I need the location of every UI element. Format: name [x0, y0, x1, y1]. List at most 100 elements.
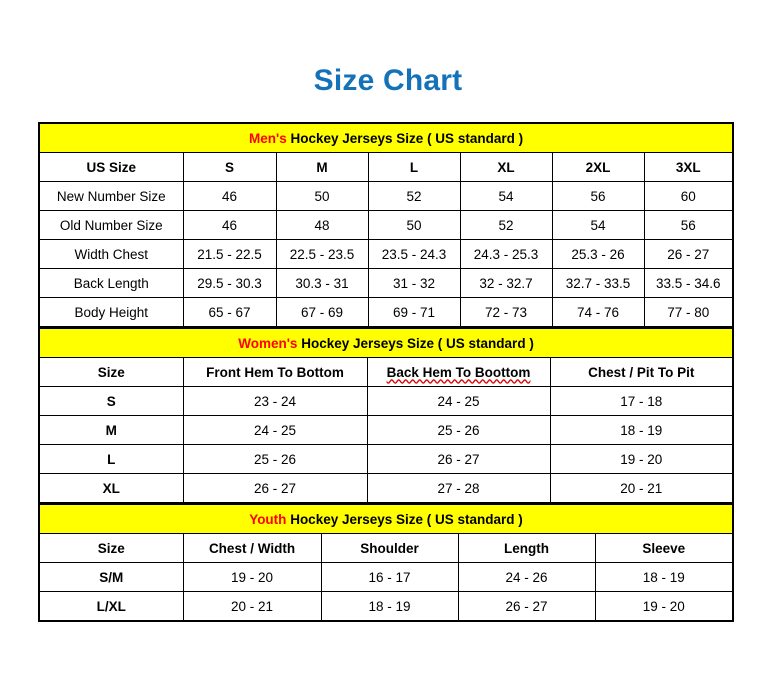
section-header-row: Youth Hockey Jerseys Size ( US standard … [38, 503, 734, 534]
womens-cell-0-0: 23 - 24 [182, 386, 368, 416]
youth-cell-1-1: 18 - 19 [320, 591, 459, 622]
mens-cell-0-1: 50 [275, 181, 369, 211]
mens-cell-2-2: 23.5 - 24.3 [367, 239, 461, 269]
womens-col-header-2: Back Hem To Boottom [366, 357, 551, 387]
mens-cell-3-4: 32.7 - 33.5 [551, 268, 645, 298]
womens-section-header: Women's Hockey Jerseys Size ( US standar… [38, 327, 734, 358]
table-row: L/XL 20 - 21 18 - 19 26 - 27 19 - 20 [38, 591, 734, 622]
mens-col-header-0: US Size [38, 152, 184, 182]
youth-header-rest: Hockey Jerseys Size ( US standard ) [286, 511, 523, 527]
youth-row-label-0: S/M [38, 562, 184, 592]
womens-cell-1-0: 24 - 25 [182, 415, 368, 445]
mens-cell-2-1: 22.5 - 23.5 [275, 239, 369, 269]
mens-cell-3-0: 29.5 - 30.3 [182, 268, 277, 298]
youth-col-header-1: Chest / Width [182, 533, 322, 563]
youth-col-header-4: Sleeve [594, 533, 734, 563]
mens-cell-4-1: 67 - 69 [275, 297, 369, 327]
table-row: M 24 - 25 25 - 26 18 - 19 [38, 415, 734, 445]
mens-cell-0-2: 52 [367, 181, 461, 211]
mens-size-table: Men's Hockey Jerseys Size ( US standard … [38, 122, 735, 327]
youth-cell-1-0: 20 - 21 [182, 591, 322, 622]
mens-cell-4-5: 77 - 80 [643, 297, 734, 327]
womens-cell-2-0: 25 - 26 [182, 444, 368, 474]
youth-section-header: Youth Hockey Jerseys Size ( US standard … [38, 503, 734, 534]
youth-cell-0-0: 19 - 20 [182, 562, 322, 592]
table-row: S 23 - 24 24 - 25 17 - 18 [38, 386, 734, 416]
youth-cell-0-3: 18 - 19 [594, 562, 734, 592]
mens-cell-4-0: 65 - 67 [182, 297, 277, 327]
mens-cell-1-1: 48 [275, 210, 369, 240]
womens-size-table: Women's Hockey Jerseys Size ( US standar… [38, 327, 735, 503]
womens-cell-2-1: 26 - 27 [366, 444, 551, 474]
youth-header-accent: Youth [249, 511, 287, 527]
table-header-row: Size Front Hem To Bottom Back Hem To Boo… [38, 357, 734, 387]
mens-cell-2-3: 24.3 - 25.3 [459, 239, 553, 269]
table-row: Back Length 29.5 - 30.3 30.3 - 31 31 - 3… [38, 268, 734, 298]
youth-row-label-1: L/XL [38, 591, 184, 622]
youth-col-header-0: Size [38, 533, 184, 563]
womens-cell-3-2: 20 - 21 [549, 473, 734, 503]
womens-col-header-2-text: Back Hem To Boottom [386, 364, 531, 380]
mens-col-header-3: L [367, 152, 461, 182]
mens-cell-1-0: 46 [182, 210, 277, 240]
table-row: XL 26 - 27 27 - 28 20 - 21 [38, 473, 734, 503]
womens-cell-2-2: 19 - 20 [549, 444, 734, 474]
section-header-row: Women's Hockey Jerseys Size ( US standar… [38, 327, 734, 358]
mens-col-header-2: M [275, 152, 369, 182]
mens-row-label-2: Width Chest [38, 239, 184, 269]
mens-cell-0-0: 46 [182, 181, 277, 211]
womens-cell-1-1: 25 - 26 [366, 415, 551, 445]
womens-col-header-1: Front Hem To Bottom [182, 357, 368, 387]
youth-cell-0-1: 16 - 17 [320, 562, 459, 592]
size-tables-container: Men's Hockey Jerseys Size ( US standard … [38, 122, 735, 622]
womens-header-accent: Women's [238, 335, 298, 351]
mens-header-rest: Hockey Jerseys Size ( US standard ) [286, 130, 524, 146]
youth-cell-1-3: 19 - 20 [594, 591, 734, 622]
mens-cell-4-3: 72 - 73 [459, 297, 553, 327]
mens-cell-0-3: 54 [459, 181, 553, 211]
table-row: New Number Size 46 50 52 54 56 60 [38, 181, 734, 211]
table-header-row: US Size S M L XL 2XL 3XL [38, 152, 734, 182]
table-row: Width Chest 21.5 - 22.5 22.5 - 23.5 23.5… [38, 239, 734, 269]
mens-cell-3-5: 33.5 - 34.6 [643, 268, 734, 298]
mens-cell-2-4: 25.3 - 26 [551, 239, 645, 269]
womens-col-header-3: Chest / Pit To Pit [549, 357, 734, 387]
mens-header-accent: Men's [249, 130, 287, 146]
womens-row-label-1: M [38, 415, 184, 445]
youth-cell-1-2: 26 - 27 [457, 591, 596, 622]
mens-cell-2-0: 21.5 - 22.5 [182, 239, 277, 269]
mens-cell-2-5: 26 - 27 [643, 239, 734, 269]
mens-cell-0-4: 56 [551, 181, 645, 211]
mens-row-label-1: Old Number Size [38, 210, 184, 240]
youth-size-table: Youth Hockey Jerseys Size ( US standard … [38, 503, 734, 622]
mens-row-label-0: New Number Size [38, 181, 184, 211]
mens-section-header: Men's Hockey Jerseys Size ( US standard … [38, 122, 734, 153]
mens-cell-3-3: 32 - 32.7 [459, 268, 553, 298]
womens-header-rest: Hockey Jerseys Size ( US standard ) [297, 335, 534, 351]
mens-cell-1-3: 52 [459, 210, 553, 240]
mens-cell-1-4: 54 [551, 210, 645, 240]
womens-row-label-0: S [38, 386, 184, 416]
womens-cell-0-2: 17 - 18 [549, 386, 734, 416]
mens-cell-1-5: 56 [643, 210, 734, 240]
mens-cell-1-2: 50 [367, 210, 461, 240]
mens-cell-3-1: 30.3 - 31 [275, 268, 369, 298]
mens-cell-3-2: 31 - 32 [367, 268, 461, 298]
mens-row-label-3: Back Length [38, 268, 184, 298]
mens-col-header-5: 2XL [551, 152, 645, 182]
mens-row-label-4: Body Height [38, 297, 184, 327]
table-row: Old Number Size 46 48 50 52 54 56 [38, 210, 734, 240]
youth-cell-0-2: 24 - 26 [457, 562, 596, 592]
table-row: S/M 19 - 20 16 - 17 24 - 26 18 - 19 [38, 562, 734, 592]
table-row: L 25 - 26 26 - 27 19 - 20 [38, 444, 734, 474]
mens-col-header-1: S [182, 152, 277, 182]
womens-cell-3-0: 26 - 27 [182, 473, 368, 503]
table-header-row: Size Chest / Width Shoulder Length Sleev… [38, 533, 734, 563]
womens-row-label-3: XL [38, 473, 184, 503]
table-row: Body Height 65 - 67 67 - 69 69 - 71 72 -… [38, 297, 734, 327]
mens-cell-4-4: 74 - 76 [551, 297, 645, 327]
youth-col-header-3: Length [457, 533, 596, 563]
womens-row-label-2: L [38, 444, 184, 474]
mens-col-header-4: XL [459, 152, 553, 182]
